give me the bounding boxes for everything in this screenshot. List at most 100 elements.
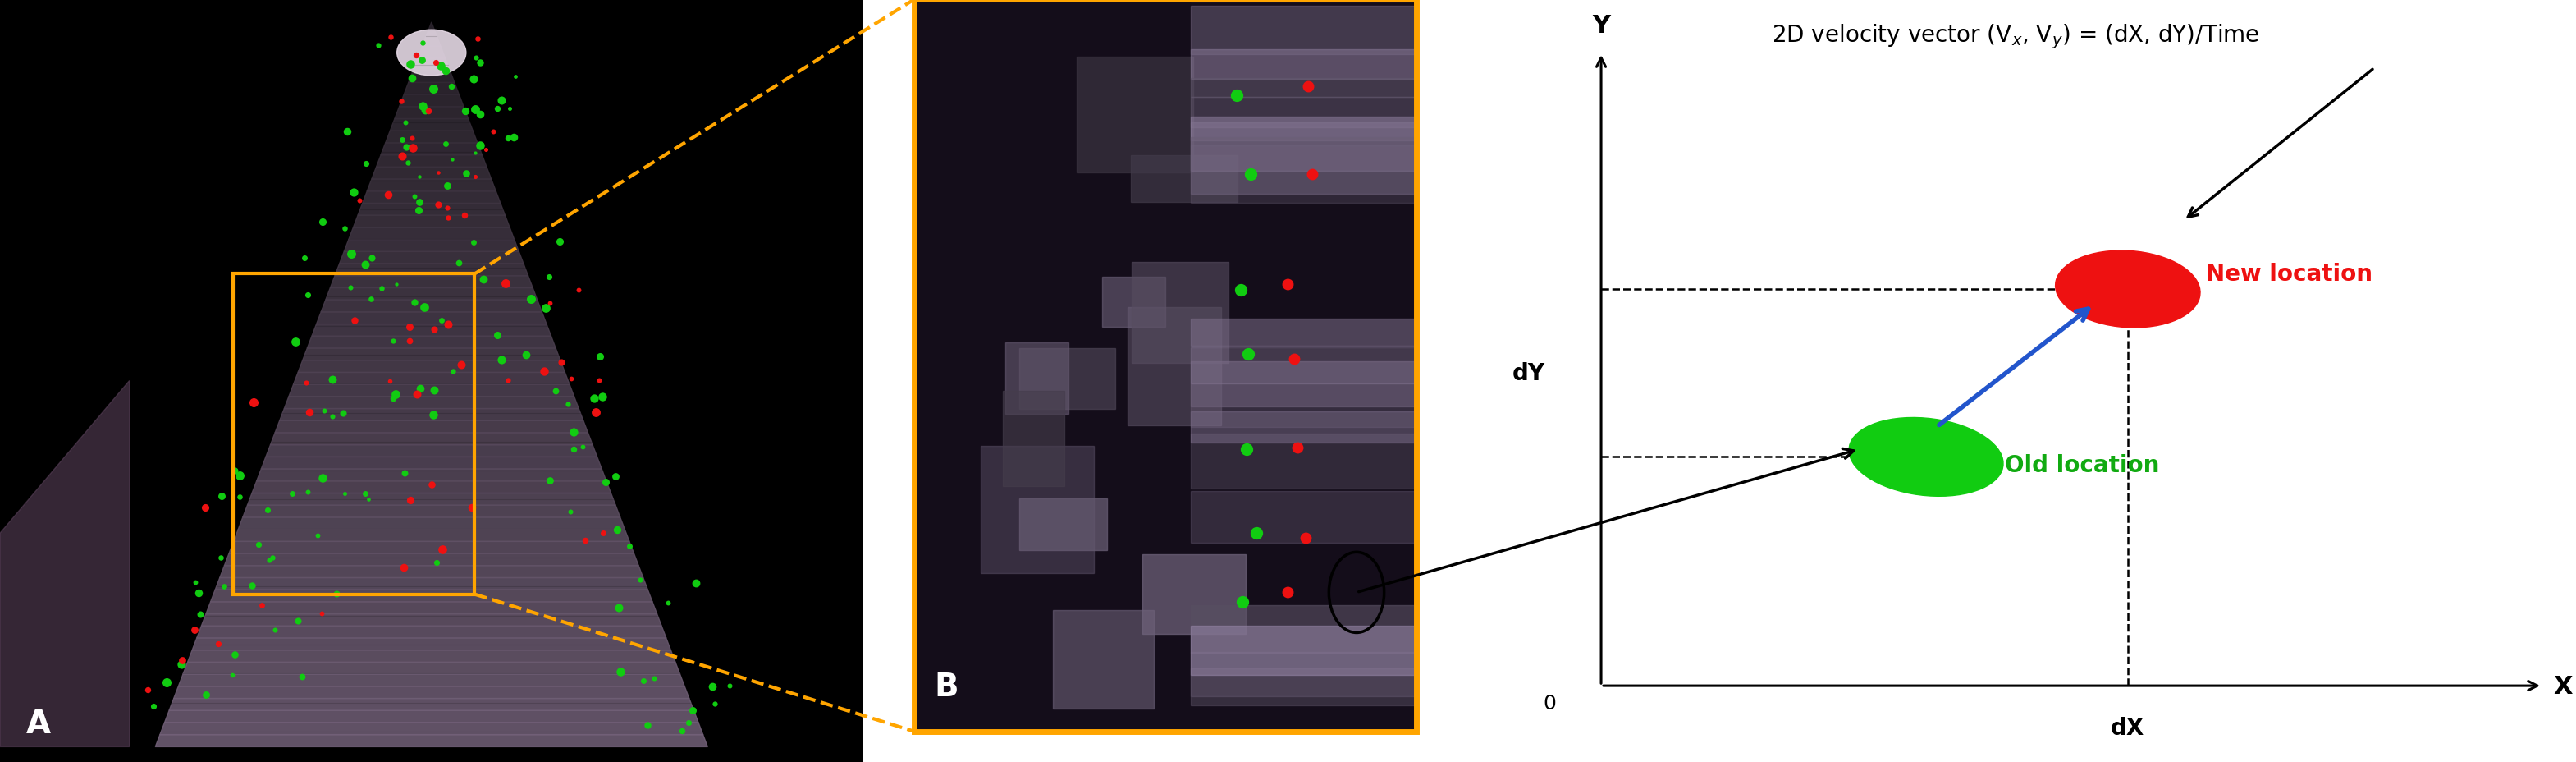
Polygon shape (258, 469, 605, 482)
Bar (1190, 383, 1417, 427)
Polygon shape (366, 180, 497, 192)
Bar (1077, 58, 1193, 173)
Polygon shape (260, 457, 603, 469)
Polygon shape (325, 288, 538, 300)
Polygon shape (188, 650, 675, 662)
Bar (1103, 277, 1164, 327)
Bar (1190, 7, 1417, 56)
Bar (1190, 50, 1417, 79)
Polygon shape (237, 517, 626, 530)
Polygon shape (219, 565, 644, 578)
Bar (1190, 361, 1417, 406)
Bar (1131, 263, 1229, 363)
Polygon shape (381, 143, 482, 155)
Text: B: B (935, 671, 958, 703)
Polygon shape (299, 360, 564, 373)
Polygon shape (193, 639, 670, 650)
Polygon shape (330, 277, 533, 288)
Bar (1190, 117, 1417, 171)
Polygon shape (348, 228, 515, 240)
Bar (1190, 668, 1417, 696)
Polygon shape (371, 168, 492, 180)
Polygon shape (265, 445, 598, 457)
Bar (1054, 610, 1154, 709)
Polygon shape (353, 216, 510, 228)
Ellipse shape (2056, 251, 2200, 328)
Polygon shape (335, 264, 528, 277)
Bar (1020, 499, 1108, 550)
Polygon shape (422, 35, 440, 47)
Polygon shape (242, 505, 621, 517)
Polygon shape (206, 602, 657, 614)
Bar (232, 274, 474, 594)
Polygon shape (340, 252, 523, 264)
Polygon shape (196, 626, 667, 639)
Bar (1190, 146, 1417, 203)
Text: A: A (26, 708, 52, 739)
Bar (1190, 138, 1417, 194)
Bar (1190, 78, 1417, 98)
Bar (1190, 626, 1417, 675)
Polygon shape (229, 542, 634, 554)
Polygon shape (201, 614, 662, 626)
Text: New location: New location (2205, 263, 2372, 286)
Bar (1190, 319, 1417, 346)
Polygon shape (289, 385, 574, 397)
Polygon shape (183, 662, 680, 674)
Polygon shape (376, 155, 487, 168)
Polygon shape (211, 590, 652, 602)
Ellipse shape (1850, 418, 2004, 497)
Polygon shape (394, 107, 469, 120)
Polygon shape (0, 381, 129, 747)
Ellipse shape (397, 30, 466, 76)
Polygon shape (294, 373, 569, 385)
Bar (1128, 308, 1221, 425)
Polygon shape (173, 687, 690, 699)
Bar (1190, 411, 1417, 443)
Text: 0: 0 (1543, 693, 1556, 713)
Polygon shape (345, 240, 518, 252)
Bar (981, 446, 1095, 573)
Bar (1190, 123, 1417, 141)
Polygon shape (312, 325, 551, 337)
Polygon shape (281, 409, 582, 421)
Bar (1002, 391, 1064, 486)
Text: X: X (2553, 674, 2573, 698)
Polygon shape (301, 349, 562, 360)
Polygon shape (358, 204, 505, 216)
Bar (1190, 0, 1417, 2)
Polygon shape (252, 482, 611, 494)
Text: Old location: Old location (2004, 453, 2159, 476)
Polygon shape (399, 95, 464, 107)
Polygon shape (283, 397, 580, 409)
Bar (1144, 555, 1247, 634)
Bar (1190, 348, 1417, 384)
Polygon shape (322, 300, 541, 312)
Bar (1190, 98, 1417, 128)
Text: dX: dX (2110, 716, 2146, 739)
Bar (1190, 605, 1417, 653)
Polygon shape (417, 47, 446, 59)
Polygon shape (386, 131, 477, 143)
Polygon shape (247, 494, 616, 505)
Bar (1190, 434, 1417, 488)
Polygon shape (155, 735, 708, 747)
Bar (1020, 348, 1115, 409)
Text: Y: Y (1592, 14, 1610, 38)
Text: dY: dY (1512, 362, 1546, 385)
Polygon shape (160, 722, 703, 735)
Polygon shape (410, 71, 453, 83)
Bar (1131, 155, 1236, 203)
Text: 2D velocity vector (V$_x$, V$_y$) = (dX, dY)/Time: 2D velocity vector (V$_x$, V$_y$) = (dX,… (1772, 23, 2259, 51)
Polygon shape (428, 23, 435, 35)
Polygon shape (170, 699, 693, 710)
Polygon shape (276, 421, 587, 433)
Polygon shape (307, 337, 556, 349)
Polygon shape (389, 120, 474, 131)
Bar (1190, 491, 1417, 543)
Polygon shape (404, 83, 459, 95)
Polygon shape (317, 312, 546, 325)
Polygon shape (216, 578, 647, 590)
Polygon shape (363, 192, 500, 204)
Polygon shape (270, 433, 592, 445)
